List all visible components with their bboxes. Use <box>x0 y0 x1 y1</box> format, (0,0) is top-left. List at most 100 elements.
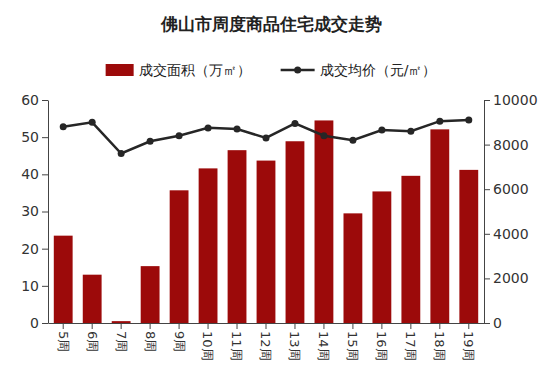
marker <box>320 132 327 139</box>
marker <box>378 127 385 134</box>
y-axis: 0102030405060 <box>21 92 48 331</box>
tick-label: 12周 <box>258 331 273 361</box>
tick: 9周 <box>172 323 187 352</box>
tick: 30 <box>21 203 48 219</box>
tick-mark <box>42 212 48 213</box>
bar <box>112 321 131 323</box>
bar-series <box>54 120 478 323</box>
tick-label: 0 <box>493 315 502 331</box>
plot: 010203040506002000400060008000100005周6周7… <box>21 92 537 361</box>
marks <box>54 117 478 323</box>
tick-label: 60 <box>21 92 39 108</box>
tick: 40 <box>21 166 48 182</box>
bar <box>372 191 391 323</box>
tick-mark <box>381 323 382 329</box>
tick-mark <box>42 249 48 250</box>
bar <box>286 141 305 323</box>
bar <box>199 168 218 323</box>
tick-mark <box>484 189 490 190</box>
bar <box>141 266 160 323</box>
legend-label: 成交均价（元/㎡） <box>320 62 437 78</box>
marker <box>176 132 183 139</box>
marker <box>263 134 270 141</box>
tick-mark <box>484 145 490 146</box>
tick-label: 10 <box>21 278 39 294</box>
marker <box>349 137 356 144</box>
tick-label: 10周 <box>201 331 216 361</box>
tick-label: 6周 <box>85 331 100 352</box>
marker <box>407 128 414 135</box>
tick-mark <box>42 174 48 175</box>
bar <box>343 213 362 323</box>
tick-label: 0 <box>30 315 39 331</box>
marker <box>118 150 125 157</box>
legend-item: 成交均价（元/㎡） <box>281 62 437 78</box>
tick: 10周 <box>201 323 216 361</box>
y-axis-line <box>48 101 49 324</box>
tick-label: 7周 <box>114 331 129 352</box>
tick-mark <box>484 323 490 324</box>
tick-label: 4000 <box>493 226 529 242</box>
tick-label: 10000 <box>493 92 538 108</box>
y2-axis: 0 2000 4000 6000 8000 10000 <box>484 92 538 331</box>
tick-mark <box>42 100 48 101</box>
tick-mark <box>121 323 122 329</box>
marker <box>147 138 154 145</box>
tick-mark <box>42 286 48 287</box>
y2-axis-line <box>484 101 485 324</box>
tick: 16周 <box>374 323 389 361</box>
tick-label: 9周 <box>172 331 187 352</box>
tick: 4000 <box>484 226 529 242</box>
tick: 0 <box>30 315 48 331</box>
tick-label: 6000 <box>493 181 529 197</box>
tick-mark <box>484 278 490 279</box>
tick-label: 20 <box>21 241 39 257</box>
tick: 15周 <box>345 323 360 361</box>
bar <box>257 161 276 323</box>
tick-label: 8周 <box>143 331 158 352</box>
marker <box>234 125 241 132</box>
tick-mark <box>410 323 411 329</box>
tick-label: 13周 <box>287 331 302 361</box>
bar <box>228 150 247 323</box>
tick: 8000 <box>484 137 529 153</box>
bar <box>315 120 334 323</box>
tick-label: 30 <box>21 203 39 219</box>
bar <box>401 176 420 323</box>
marker <box>465 117 472 124</box>
tick-label: 8000 <box>493 137 529 153</box>
tick-label: 2000 <box>493 270 529 286</box>
tick-mark <box>179 323 180 329</box>
markers <box>60 117 473 157</box>
tick-label: 17周 <box>403 331 418 361</box>
bar <box>459 170 478 323</box>
tick: 8周 <box>143 323 158 352</box>
tick-mark <box>439 323 440 329</box>
bar <box>430 129 449 323</box>
marker <box>205 124 212 131</box>
legend-marker <box>294 67 301 74</box>
tick-mark <box>92 323 93 329</box>
tick: 13周 <box>287 323 302 361</box>
tick-mark <box>42 323 48 324</box>
line <box>63 120 469 153</box>
tick-mark <box>266 323 267 329</box>
tick-label: 18周 <box>432 331 447 361</box>
tick-label: 40 <box>21 166 39 182</box>
tick: 19周 <box>461 323 476 361</box>
tick-label: 16周 <box>374 331 389 361</box>
tick-mark <box>352 323 353 329</box>
tick: 14周 <box>316 323 331 361</box>
marker <box>436 118 443 125</box>
bar <box>170 190 189 323</box>
legend-swatch <box>106 64 134 76</box>
legend-item: 成交面积（万㎡） <box>106 62 251 78</box>
tick-mark <box>323 323 324 329</box>
tick: 11周 <box>229 323 244 361</box>
bar <box>83 275 102 323</box>
tick: 7周 <box>114 323 129 352</box>
tick: 20 <box>21 241 48 257</box>
tick: 18周 <box>432 323 447 361</box>
tick: 2000 <box>484 270 529 286</box>
tick-mark <box>237 323 238 329</box>
